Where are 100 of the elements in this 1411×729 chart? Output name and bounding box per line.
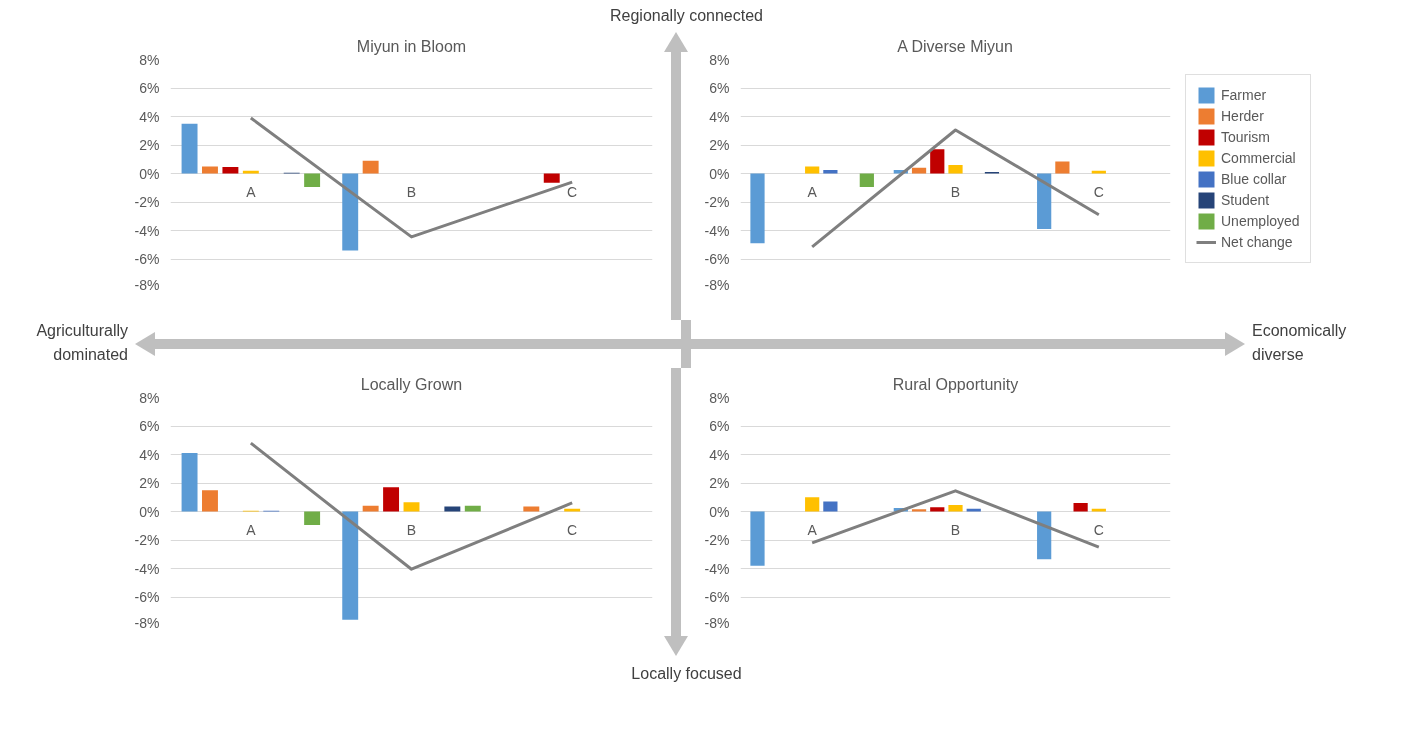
bar bbox=[1073, 502, 1088, 512]
bar bbox=[1091, 508, 1106, 512]
y-tick-label: 2% bbox=[139, 137, 160, 153]
bar bbox=[202, 166, 218, 174]
bar bbox=[342, 173, 359, 251]
bar bbox=[362, 505, 379, 512]
y-tick-label: -2% bbox=[704, 194, 730, 210]
y-tick-label: 0% bbox=[709, 165, 730, 182]
bar bbox=[523, 506, 540, 512]
y-tick-label: 6% bbox=[709, 80, 730, 96]
y-tick-label: -4% bbox=[134, 222, 160, 239]
y-tick-label: 8% bbox=[139, 389, 160, 406]
y-tick-label: 0% bbox=[709, 503, 730, 520]
chart-title: Locally Grown bbox=[360, 375, 463, 393]
bar bbox=[181, 453, 198, 512]
bar bbox=[930, 149, 945, 174]
legend-label: Net change bbox=[1221, 234, 1293, 250]
bar bbox=[911, 167, 927, 174]
y-tick-label: 0% bbox=[139, 165, 160, 182]
y-tick-label: 8% bbox=[139, 51, 160, 68]
x-tick-label: B bbox=[950, 183, 961, 200]
y-tick-label: 2% bbox=[139, 475, 160, 491]
y-tick-label: 4% bbox=[139, 446, 160, 463]
bar bbox=[444, 506, 461, 512]
bar bbox=[342, 511, 359, 620]
y-tick-label: -4% bbox=[134, 560, 160, 577]
bar bbox=[543, 173, 560, 183]
y-tick-label: 2% bbox=[709, 137, 730, 153]
chart-title: Miyun in Bloom bbox=[356, 37, 467, 55]
x-tick-label: C bbox=[1093, 183, 1104, 200]
bar bbox=[564, 508, 581, 512]
bar bbox=[362, 160, 379, 174]
y-tick-label: 8% bbox=[709, 389, 730, 406]
x-tick-label: C bbox=[567, 183, 578, 200]
bar bbox=[823, 501, 838, 512]
y-tick-label: -4% bbox=[704, 222, 730, 239]
y-tick-label: -6% bbox=[134, 251, 160, 267]
y-tick-label: -6% bbox=[704, 251, 730, 267]
legend-label: Unemployed bbox=[1221, 213, 1300, 229]
x-tick-label: A bbox=[246, 521, 257, 538]
y-tick-label: -2% bbox=[134, 194, 160, 210]
x-tick-label: C bbox=[1093, 521, 1104, 538]
bar bbox=[805, 166, 820, 174]
bar bbox=[304, 511, 321, 526]
y-tick-label: -2% bbox=[134, 532, 160, 548]
y-tick-label: 8% bbox=[709, 51, 730, 68]
x-tick-label: B bbox=[406, 521, 417, 538]
bar bbox=[181, 123, 198, 174]
text: Regionally connected bbox=[610, 7, 763, 24]
legend-label: Farmer bbox=[1221, 87, 1267, 103]
x-tick-label: A bbox=[807, 183, 818, 200]
bar bbox=[859, 173, 874, 188]
bar bbox=[823, 169, 838, 174]
y-tick-label: 0% bbox=[139, 503, 160, 520]
y-tick-label: 6% bbox=[139, 418, 160, 434]
x-tick-label: C bbox=[567, 521, 578, 538]
bar bbox=[242, 170, 259, 174]
x-tick-label: A bbox=[246, 183, 257, 200]
chart-title: A Diverse Miyun bbox=[897, 37, 1013, 55]
text: Agriculturally dominated bbox=[36, 322, 128, 363]
bar bbox=[1055, 161, 1070, 174]
x-tick-label: A bbox=[807, 521, 818, 538]
y-tick-label: 4% bbox=[139, 108, 160, 125]
bar bbox=[805, 497, 820, 512]
bar bbox=[930, 507, 945, 512]
y-tick-label: -8% bbox=[704, 276, 730, 293]
y-tick-label: 6% bbox=[139, 80, 160, 96]
y-tick-label: -8% bbox=[134, 276, 160, 293]
y-tick-label: 6% bbox=[709, 418, 730, 434]
bar bbox=[750, 511, 765, 566]
bar bbox=[948, 505, 963, 512]
legend-label: Herder bbox=[1221, 108, 1264, 124]
bar bbox=[1037, 511, 1052, 560]
bar bbox=[911, 509, 927, 512]
y-tick-label: -8% bbox=[134, 614, 160, 631]
bar bbox=[1037, 173, 1052, 230]
bar bbox=[948, 164, 963, 174]
y-tick-label: 2% bbox=[709, 475, 730, 491]
y-tick-label: -6% bbox=[134, 589, 160, 605]
y-tick-label: -6% bbox=[704, 589, 730, 605]
bar bbox=[750, 173, 765, 244]
y-tick-label: -8% bbox=[704, 614, 730, 631]
chart-title: Rural Opportunity bbox=[892, 375, 1019, 393]
bar bbox=[403, 502, 420, 512]
legend-label: Tourism bbox=[1221, 129, 1271, 145]
bar bbox=[464, 505, 481, 512]
bar bbox=[304, 173, 321, 188]
x-tick-label: B bbox=[950, 521, 961, 538]
bar bbox=[383, 487, 400, 512]
legend-label: Commercial bbox=[1221, 150, 1296, 166]
bar bbox=[222, 167, 239, 174]
y-tick-label: -2% bbox=[704, 532, 730, 548]
x-tick-label: B bbox=[406, 183, 417, 200]
legend-label: Student bbox=[1221, 192, 1270, 208]
text: Locally focused bbox=[631, 665, 742, 682]
bar bbox=[202, 490, 218, 512]
y-tick-label: 4% bbox=[709, 108, 730, 125]
y-tick-label: 4% bbox=[709, 446, 730, 463]
legend-label: Blue collar bbox=[1221, 171, 1287, 187]
bar bbox=[1091, 170, 1106, 174]
